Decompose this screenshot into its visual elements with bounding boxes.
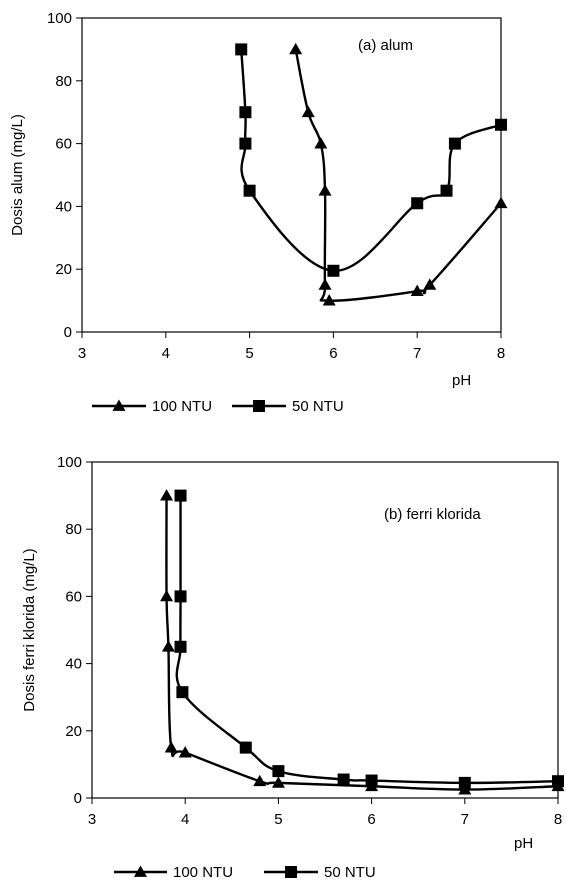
x-tick-label: 6	[329, 345, 337, 362]
legend-label: 100 NTU	[152, 398, 212, 415]
series-line-50-ntu	[240, 49, 502, 272]
square-marker	[239, 137, 252, 150]
x-tick-label: 4	[162, 345, 170, 362]
square-marker	[243, 184, 256, 197]
plot-frame	[91, 461, 559, 799]
y-tick-label: 80	[65, 521, 82, 538]
x-tick-label: 3	[88, 811, 96, 828]
x-axis-label: pH	[514, 835, 533, 852]
square-marker	[272, 765, 285, 778]
square-marker	[176, 686, 189, 699]
legend-label: 50 NTU	[324, 864, 376, 881]
x-tick-label: 7	[413, 345, 421, 362]
y-tick-label: 20	[55, 261, 72, 278]
y-tick-label: 40	[55, 198, 72, 215]
y-axis-label: Dosis alum (mg/L)	[9, 114, 26, 236]
square-marker	[174, 489, 187, 502]
plot-frame	[81, 17, 502, 333]
triangle-marker	[253, 774, 267, 787]
square-marker	[440, 184, 453, 197]
square-marker	[239, 741, 252, 754]
square-marker	[365, 774, 378, 787]
series-line-50-ntu	[175, 495, 559, 785]
triangle-marker	[164, 741, 178, 753]
triangle-marker	[178, 746, 192, 758]
chart-panel-ferri-klorida: (b) ferri klorida pH Dosis ferri klorida…	[21, 454, 565, 881]
y-tick-label: 20	[65, 723, 82, 740]
y-axis-label: Dosis ferri klorida (mg/L)	[21, 548, 38, 711]
triangle-marker	[271, 776, 285, 788]
y-tick-label: 100	[57, 454, 82, 471]
y-axis-ticks: 0 20 40 60 80 100	[57, 454, 92, 807]
y-tick-label: 60	[55, 136, 72, 153]
square-marker	[174, 640, 187, 653]
triangle-marker	[318, 184, 332, 196]
y-tick-label: 0	[74, 790, 82, 807]
triangle-marker	[160, 489, 174, 501]
y-axis-ticks: 0 20 40 60 80 100	[47, 10, 82, 341]
legend-label: 50 NTU	[292, 398, 344, 415]
x-tick-label: 5	[245, 345, 253, 362]
square-marker	[448, 137, 461, 150]
square-marker	[495, 118, 507, 131]
y-tick-label: 100	[47, 10, 72, 27]
legend-item: 50 NTU	[232, 398, 344, 415]
square-marker	[552, 775, 564, 788]
x-tick-label: 6	[367, 811, 375, 828]
square-marker	[235, 43, 248, 56]
series-group	[160, 489, 565, 795]
y-tick-label: 80	[55, 73, 72, 90]
triangle-marker	[112, 399, 126, 411]
triangle-marker	[161, 640, 175, 652]
triangle-marker	[160, 589, 174, 602]
square-marker	[253, 400, 265, 412]
x-tick-label: 4	[181, 811, 189, 828]
square-marker	[239, 106, 252, 119]
legend-item: 50 NTU	[264, 864, 376, 881]
triangle-marker	[423, 278, 437, 290]
chart-panel-alum: (a) alum pH Dosis alum (mg/L) 3 4 5 6 7 8 0 20…	[9, 10, 508, 415]
square-marker	[337, 773, 350, 786]
legend-item: 100 NTU	[114, 864, 233, 881]
series-line-100-ntu	[294, 49, 502, 302]
chart-annotation: (a) alum	[358, 37, 413, 54]
x-tick-label: 8	[554, 811, 562, 828]
triangle-marker	[318, 278, 332, 290]
series-group	[235, 42, 508, 306]
x-axis-ticks: 3 4 5 6 7 8	[88, 798, 562, 828]
y-tick-label: 0	[64, 324, 72, 341]
triangle-marker	[314, 137, 328, 149]
y-tick-label: 60	[65, 588, 82, 605]
triangle-marker	[410, 284, 424, 297]
chart-annotation: (b) ferri klorida	[384, 506, 481, 523]
triangle-marker	[322, 294, 336, 306]
series-line-100-ntu	[165, 495, 559, 791]
y-tick-label: 40	[65, 656, 82, 673]
square-marker	[458, 776, 471, 789]
legend-item: 100 NTU	[92, 398, 212, 415]
x-tick-label: 7	[461, 811, 469, 828]
legend: 100 NTU 50 NTU	[92, 398, 344, 415]
x-tick-label: 8	[497, 345, 505, 362]
square-marker	[174, 590, 187, 603]
triangle-marker	[301, 105, 315, 118]
legend-label: 100 NTU	[173, 864, 233, 881]
square-marker	[411, 197, 424, 210]
legend: 100 NTU 50 NTU	[114, 864, 376, 881]
square-marker	[327, 264, 340, 277]
x-tick-label: 3	[78, 345, 86, 362]
x-axis-label: pH	[452, 372, 471, 389]
triangle-marker	[134, 865, 147, 877]
square-marker	[285, 866, 297, 878]
x-tick-label: 5	[274, 811, 282, 828]
triangle-marker	[289, 42, 303, 55]
x-axis-ticks: 3 4 5 6 7 8	[78, 332, 505, 362]
triangle-marker	[494, 196, 508, 209]
